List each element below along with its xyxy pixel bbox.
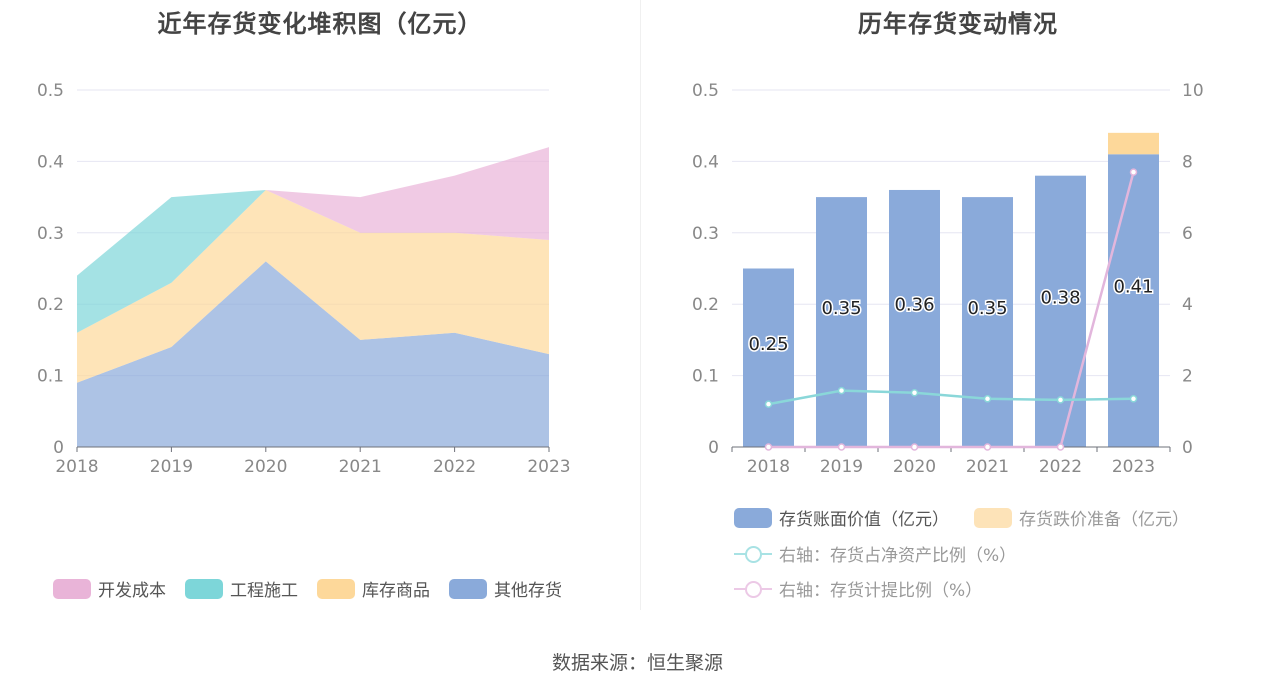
left-y-tick-label: 0.4 bbox=[37, 152, 64, 172]
legend-label-construction: 工程施工 bbox=[230, 581, 298, 601]
net-asset-ratio-line bbox=[768, 389, 1134, 406]
area-series-3 bbox=[77, 147, 549, 276]
right-y2-tick-label: 8 bbox=[1182, 152, 1193, 172]
right-x-tick-label: 2018 bbox=[747, 457, 790, 477]
legend-swatch-impairment bbox=[974, 507, 1012, 528]
bar-book-value bbox=[1035, 175, 1086, 447]
bar-value-label: 0.38 bbox=[1040, 287, 1080, 308]
net-asset-ratio-point bbox=[764, 400, 773, 408]
data-source: 数据来源：恒生聚源 bbox=[551, 652, 723, 674]
area-series-1 bbox=[77, 189, 549, 383]
legend-label-provision-ratio: 右轴：存货计提比例（%） bbox=[779, 581, 983, 601]
left-x-tick-label: 2022 bbox=[433, 457, 476, 477]
provision-ratio-line bbox=[768, 171, 1135, 449]
legend-item-goods[interactable]: 库存商品 bbox=[317, 576, 430, 601]
legend-swatch-goods bbox=[317, 578, 355, 599]
right-chart-panel: 历年存货变动情况 0 0.1 0.2 0.3 0.4 0.5 0 2 4 6 8 10 2018 2019… bbox=[641, 0, 1275, 610]
provision-ratio-point bbox=[764, 443, 773, 451]
bar-value-label: 0.35 bbox=[967, 298, 1007, 319]
right-x-tick-label: 2020 bbox=[893, 457, 936, 477]
net-asset-ratio-point bbox=[837, 386, 846, 395]
left-y-tick-label: 0.5 bbox=[37, 81, 64, 101]
legend-swatch-book-value bbox=[734, 507, 772, 528]
left-y-tick-label: 0.1 bbox=[37, 367, 64, 387]
inventory-bar-line-chart: 0 0.1 0.2 0.3 0.4 0.5 0 2 4 6 8 10 2018 2019 2020 2021 2… bbox=[692, 81, 1204, 477]
stacked-area-chart: 0 0.1 0.2 0.3 0.4 0.5 2018 2019 2020 2021 2022 2023 bbox=[37, 81, 571, 477]
bar-value-label: 0.35 bbox=[821, 298, 861, 319]
left-y-tick-label: 0 bbox=[53, 438, 64, 458]
bar-book-value bbox=[1108, 154, 1159, 447]
bar-book-value bbox=[816, 197, 867, 447]
legend-item-net-asset-ratio[interactable]: 右轴：存货占净资产比例（%） bbox=[734, 541, 1016, 566]
left-x-tick-label: 2021 bbox=[339, 457, 382, 477]
right-x-tick-label: 2023 bbox=[1112, 457, 1155, 477]
legend-item-construction[interactable]: 工程施工 bbox=[185, 576, 298, 601]
right-y2-tick-label: 6 bbox=[1182, 224, 1193, 244]
bar-value-label: 0.36 bbox=[894, 294, 934, 315]
panel-divider bbox=[640, 0, 641, 610]
legend-item-provision-ratio[interactable]: 右轴：存货计提比例（%） bbox=[734, 576, 982, 601]
right-y-tick-label: 0.1 bbox=[692, 367, 719, 387]
legend-item-other[interactable]: 其他存货 bbox=[449, 576, 562, 601]
legend-swatch-other bbox=[449, 578, 487, 599]
net-asset-ratio-point bbox=[910, 388, 919, 397]
provision-ratio-point bbox=[837, 443, 846, 451]
bar-book-value bbox=[743, 268, 794, 447]
right-y2-tick-label: 10 bbox=[1182, 81, 1204, 101]
legend-label-goods: 库存商品 bbox=[362, 581, 430, 601]
right-y-tick-label: 0.2 bbox=[692, 295, 719, 315]
legend-item-dev-cost[interactable]: 开发成本 bbox=[53, 576, 166, 601]
left-x-tick-label: 2023 bbox=[527, 457, 570, 477]
net-asset-ratio-point bbox=[1056, 396, 1065, 404]
bar-value-label: 0.41 bbox=[1113, 277, 1153, 298]
legend-label-book-value: 存货账面价值（亿元） bbox=[779, 510, 949, 530]
right-y-tick-label: 0.5 bbox=[692, 81, 719, 101]
area-series-0 bbox=[77, 261, 549, 447]
legend-label-dev-cost: 开发成本 bbox=[98, 581, 166, 601]
legend-swatch-construction bbox=[185, 578, 223, 599]
right-y2-tick-label: 2 bbox=[1182, 367, 1193, 387]
legend-swatch-provision-ratio bbox=[734, 579, 772, 599]
bar-impairment bbox=[1108, 132, 1159, 155]
left-chart-panel: 近年存货变化堆积图（亿元） 0 0.1 0.2 0.3 0.4 0.5 2018 2019 20… bbox=[0, 0, 640, 610]
provision-ratio-point bbox=[983, 443, 992, 451]
right-y-tick-label: 0 bbox=[708, 438, 719, 458]
legend-item-book-value[interactable]: 存货账面价值（亿元） bbox=[734, 505, 949, 530]
right-y2-tick-label: 0 bbox=[1182, 438, 1193, 458]
provision-ratio-point bbox=[910, 443, 919, 451]
right-y-tick-label: 0.4 bbox=[692, 152, 719, 172]
left-y-tick-label: 0.3 bbox=[37, 224, 64, 244]
right-y-tick-label: 0.3 bbox=[692, 224, 719, 244]
right-y2-tick-label: 4 bbox=[1182, 295, 1193, 315]
right-x-tick-label: 2021 bbox=[966, 457, 1009, 477]
bar-book-value bbox=[962, 197, 1013, 447]
net-asset-ratio-point bbox=[1129, 395, 1138, 403]
net-asset-ratio-point bbox=[983, 395, 992, 403]
right-x-tick-label: 2022 bbox=[1039, 457, 1082, 477]
bar-value-label: 0.25 bbox=[748, 334, 788, 355]
legend-label-impairment: 存货跌价准备（亿元） bbox=[1019, 510, 1189, 530]
left-x-tick-label: 2020 bbox=[244, 457, 287, 477]
legend-swatch-net-asset-ratio bbox=[734, 544, 772, 564]
left-y-tick-label: 0.2 bbox=[37, 295, 64, 315]
left-chart-title: 近年存货变化堆积图（亿元） bbox=[157, 10, 483, 38]
legend-swatch-dev-cost bbox=[53, 578, 91, 599]
legend-item-impairment[interactable]: 存货跌价准备（亿元） bbox=[974, 505, 1189, 530]
left-x-tick-label: 2019 bbox=[150, 457, 193, 477]
bar-book-value bbox=[889, 189, 940, 447]
area-series-2 bbox=[77, 189, 549, 333]
legend-label-other: 其他存货 bbox=[494, 581, 562, 601]
right-chart-title: 历年存货变动情况 bbox=[858, 10, 1058, 38]
legend-label-net-asset-ratio: 右轴：存货占净资产比例（%） bbox=[779, 546, 1017, 566]
left-x-tick-label: 2018 bbox=[55, 457, 98, 477]
provision-ratio-point bbox=[1056, 443, 1065, 451]
right-x-tick-label: 2019 bbox=[820, 457, 863, 477]
provision-ratio-point bbox=[1129, 168, 1138, 176]
